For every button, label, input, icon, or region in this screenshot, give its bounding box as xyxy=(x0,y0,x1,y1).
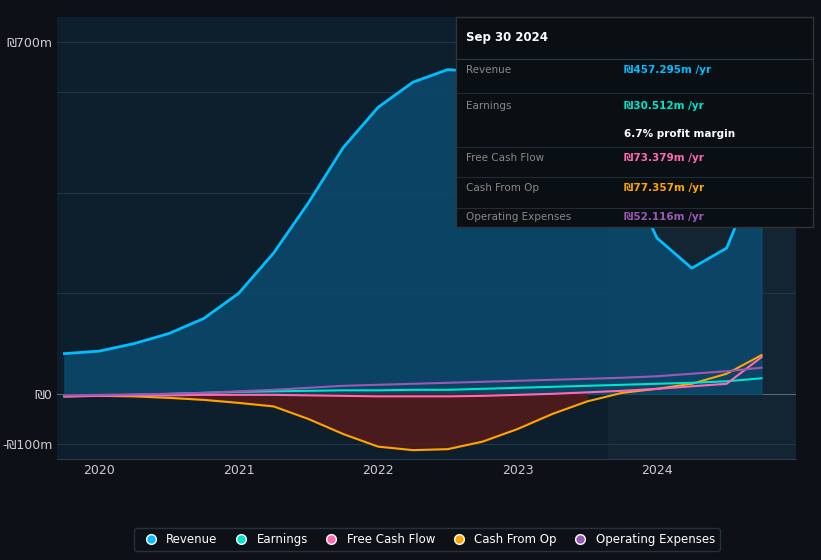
Text: Operating Expenses: Operating Expenses xyxy=(466,212,571,222)
Text: 6.7% profit margin: 6.7% profit margin xyxy=(623,129,735,139)
Legend: Revenue, Earnings, Free Cash Flow, Cash From Op, Operating Expenses: Revenue, Earnings, Free Cash Flow, Cash … xyxy=(135,528,719,550)
Bar xyxy=(608,17,796,459)
Text: ₪52.116m /yr: ₪52.116m /yr xyxy=(623,212,704,222)
Text: Sep 30 2024: Sep 30 2024 xyxy=(466,31,548,44)
Text: Earnings: Earnings xyxy=(466,101,511,111)
Text: Revenue: Revenue xyxy=(466,65,511,75)
Text: ₪77.357m /yr: ₪77.357m /yr xyxy=(623,183,704,193)
Text: Free Cash Flow: Free Cash Flow xyxy=(466,153,544,164)
Text: ₪30.512m /yr: ₪30.512m /yr xyxy=(623,101,704,111)
Text: ₪457.295m /yr: ₪457.295m /yr xyxy=(623,65,711,75)
Text: ₪73.379m /yr: ₪73.379m /yr xyxy=(623,153,704,164)
Text: Cash From Op: Cash From Op xyxy=(466,183,539,193)
